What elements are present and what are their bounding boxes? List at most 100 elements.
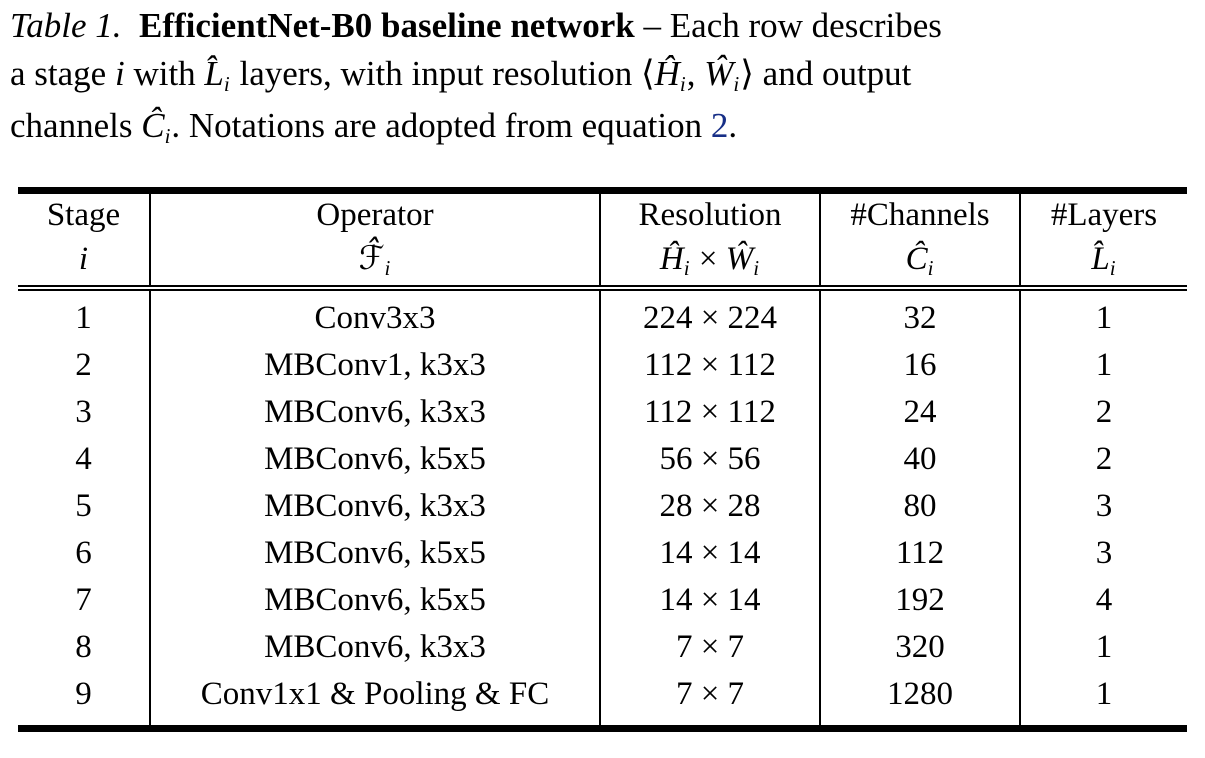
cell-layers: 1 bbox=[1095, 676, 1113, 712]
math-symbol: Ĉ bbox=[141, 106, 165, 145]
math-subscript: i bbox=[733, 71, 741, 96]
cell-layers: 2 bbox=[1095, 394, 1113, 430]
cell-stage: 4 bbox=[18, 436, 151, 483]
caption-text: , bbox=[686, 54, 705, 93]
cell-layers: 4 bbox=[1095, 582, 1113, 618]
cell-operator: MBConv6, k5x5 bbox=[150, 436, 601, 483]
caption-text: with bbox=[124, 54, 205, 93]
cell-operator: MBConv6, k5x5 bbox=[150, 530, 601, 577]
math-symbol: i bbox=[78, 241, 89, 277]
cell-resolution: 112 × 112 bbox=[600, 342, 821, 389]
header-row: Stage i Operator ℱ̂i Resolution Ĥi × Ŵi #Cha… bbox=[18, 190, 1187, 291]
cell-stage: 2 bbox=[18, 342, 151, 389]
math-subscript: i bbox=[164, 123, 172, 148]
math-symbol: L̂ bbox=[1091, 241, 1110, 277]
cell-layers: 1 bbox=[1095, 347, 1113, 383]
caption-text: – Each row describes bbox=[634, 6, 942, 45]
cell-stage: 7 bbox=[18, 577, 151, 624]
table-row: 6 MBConv6, k5x5 14 × 14 112 3 bbox=[18, 530, 1187, 577]
cell-operator: MBConv1, k3x3 bbox=[150, 342, 601, 389]
cell-resolution: 7 × 7 bbox=[600, 671, 821, 729]
math-symbol: Ĥ bbox=[654, 54, 680, 93]
cell-channels: 40 bbox=[820, 436, 1021, 483]
table-row: 9 Conv1x1 & Pooling & FC 7 × 7 1280 1 bbox=[18, 671, 1187, 729]
caption-line-3: channels Ĉi. Notations are adopted from… bbox=[10, 102, 1202, 154]
col-header-channels: #Channels Ĉi bbox=[820, 190, 1021, 291]
table-body: 1 Conv3x3 224 × 224 32 1 2 MBConv1, k3x3 112 × … bbox=[18, 288, 1187, 729]
table-row: 7 MBConv6, k5x5 14 × 14 192 4 bbox=[18, 577, 1187, 624]
caption-line-2: a stage i with L̂i layers, with input re… bbox=[10, 50, 1202, 102]
cell-layers: 3 bbox=[1095, 488, 1113, 524]
cell-stage: 6 bbox=[18, 530, 151, 577]
col-header-stage: Stage i bbox=[18, 190, 151, 291]
header-label: Operator bbox=[316, 197, 434, 233]
caption-text: ⟨ bbox=[640, 54, 655, 93]
caption-text: channels bbox=[10, 106, 142, 145]
caption-text: layers, with input resolution bbox=[230, 54, 641, 93]
caption-text: a stage bbox=[10, 54, 115, 93]
cell-stage: 8 bbox=[18, 624, 151, 671]
table-row: 1 Conv3x3 224 × 224 32 1 bbox=[18, 288, 1187, 342]
caption-text: EfficientNet-B0 baseline network bbox=[139, 6, 635, 45]
table-caption: Table 1. EfficientNet-B0 baseline networ… bbox=[10, 2, 1202, 154]
header-math: i bbox=[18, 236, 149, 282]
cell-resolution: 14 × 14 bbox=[600, 530, 821, 577]
cell-operator: MBConv6, k5x5 bbox=[150, 577, 601, 624]
header-math: Ĉi bbox=[821, 236, 1019, 285]
cell-layers: 1 bbox=[1095, 300, 1113, 336]
math-symbol: Ĥ bbox=[659, 241, 684, 277]
math-subscript: i bbox=[753, 255, 761, 280]
table-container: Stage i Operator ℱ̂i Resolution Ĥi × Ŵi #Cha… bbox=[18, 187, 1187, 732]
cell-channels: 32 bbox=[820, 288, 1021, 342]
table-row: 5 MBConv6, k3x3 28 × 28 80 3 bbox=[18, 483, 1187, 530]
caption-text bbox=[122, 6, 140, 45]
col-header-resolution: Resolution Ĥi × Ŵi bbox=[600, 190, 821, 291]
cell-operator: MBConv6, k3x3 bbox=[150, 483, 601, 530]
math-subscript: i bbox=[927, 255, 935, 280]
table-head: Stage i Operator ℱ̂i Resolution Ĥi × Ŵi #Cha… bbox=[18, 190, 1187, 291]
cell-channels: 192 bbox=[820, 577, 1021, 624]
math-subscript: i bbox=[1109, 255, 1117, 280]
math-subscript: i bbox=[683, 255, 691, 280]
header-label: #Layers bbox=[1050, 197, 1158, 233]
cell-resolution: 7 × 7 bbox=[600, 624, 821, 671]
caption-line-1: Table 1. EfficientNet-B0 baseline networ… bbox=[10, 2, 1202, 50]
cell-channels: 1280 bbox=[820, 671, 1021, 729]
cell-operator: MBConv6, k3x3 bbox=[150, 389, 601, 436]
table-row: 8 MBConv6, k3x3 7 × 7 320 1 bbox=[18, 624, 1187, 671]
math-symbol: Ŵ bbox=[725, 241, 754, 277]
math-symbol: i bbox=[114, 54, 125, 93]
table-row: 3 MBConv6, k3x3 112 × 112 24 2 bbox=[18, 389, 1187, 436]
header-label: #Channels bbox=[850, 197, 990, 233]
header-label: Stage bbox=[46, 197, 121, 233]
cell-channels: 16 bbox=[820, 342, 1021, 389]
cell-resolution: 224 × 224 bbox=[600, 288, 821, 342]
caption-text: . bbox=[728, 106, 738, 145]
header-math: Ĥi × Ŵi bbox=[601, 236, 819, 285]
cell-stage: 3 bbox=[18, 389, 151, 436]
cell-operator: Conv3x3 bbox=[150, 288, 601, 342]
efficientnet-table: Stage i Operator ℱ̂i Resolution Ĥi × Ŵi #Cha… bbox=[18, 187, 1187, 732]
cell-operator: Conv1x1 & Pooling & FC bbox=[150, 671, 601, 729]
cell-channels: 24 bbox=[820, 389, 1021, 436]
equation-2-link[interactable]: 2 bbox=[710, 106, 729, 145]
cell-channels: 112 bbox=[820, 530, 1021, 577]
math-symbol: ℱ̂ bbox=[358, 241, 385, 277]
header-math: ℱ̂i bbox=[151, 236, 599, 285]
cell-stage: 5 bbox=[18, 483, 151, 530]
col-header-operator: Operator ℱ̂i bbox=[150, 190, 601, 291]
col-header-layers: #Layers L̂i bbox=[1020, 190, 1187, 291]
caption-text: . Notations are adopted from equation bbox=[171, 106, 711, 145]
math-symbol: L̂ bbox=[204, 54, 224, 93]
math-symbol: Ĉ bbox=[905, 241, 928, 277]
cell-stage: 1 bbox=[18, 288, 151, 342]
cell-channels: 320 bbox=[820, 624, 1021, 671]
cell-layers: 3 bbox=[1095, 535, 1113, 571]
cell-resolution: 14 × 14 bbox=[600, 577, 821, 624]
caption-text: ⟩ and output bbox=[740, 54, 912, 93]
math-symbol: Ŵ bbox=[704, 54, 734, 93]
caption-text: × bbox=[690, 241, 726, 277]
math-subscript: i bbox=[223, 71, 231, 96]
cell-resolution: 56 × 56 bbox=[600, 436, 821, 483]
header-math: L̂i bbox=[1021, 236, 1187, 285]
